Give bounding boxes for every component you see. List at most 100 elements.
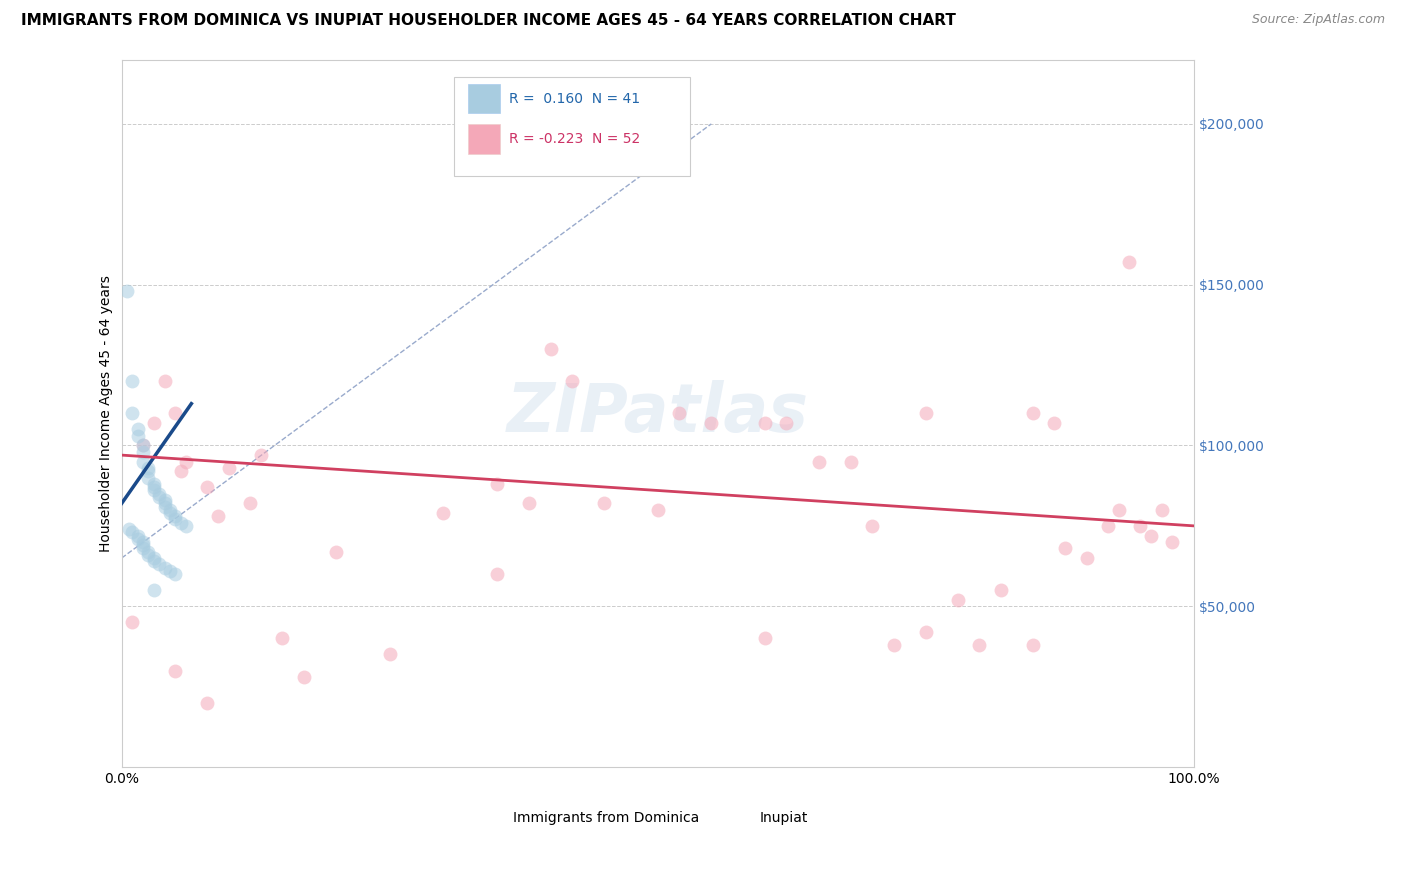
Point (668, 406, 690, 420)
Point (165, 406, 187, 420)
Point (250, 448, 273, 462)
Point (174, 519, 197, 533)
Point (432, 506, 454, 520)
Point (271, 632, 294, 646)
Point (197, 480, 219, 494)
Point (132, 541, 155, 556)
Point (292, 670, 315, 684)
Point (325, 544, 347, 558)
Point (914, 406, 936, 420)
Point (132, 538, 155, 552)
Point (142, 483, 165, 498)
Point (647, 503, 669, 517)
Point (142, 551, 165, 566)
Point (165, 664, 187, 678)
Point (775, 416, 797, 430)
Point (174, 454, 197, 468)
Point (165, 512, 187, 526)
Text: Source: ZipAtlas.com: Source: ZipAtlas.com (1251, 13, 1385, 27)
FancyBboxPatch shape (454, 78, 690, 177)
Point (1129, 519, 1152, 533)
Point (142, 477, 165, 491)
Point (860, 519, 883, 533)
FancyBboxPatch shape (723, 804, 754, 832)
Point (142, 583, 165, 598)
Point (485, 567, 508, 582)
Point (132, 445, 155, 459)
Point (1118, 255, 1140, 269)
Point (1022, 638, 1045, 652)
Text: R =  0.160  N = 41: R = 0.160 N = 41 (509, 92, 640, 105)
Point (153, 560, 176, 574)
Y-axis label: Householder Income Ages 45 - 64 years: Householder Income Ages 45 - 64 years (100, 275, 114, 552)
Point (159, 503, 181, 517)
Point (169, 464, 191, 478)
Point (969, 638, 991, 652)
Point (1054, 541, 1077, 556)
Point (132, 535, 155, 549)
Point (593, 496, 616, 510)
Point (1108, 503, 1130, 517)
Point (121, 525, 143, 540)
Point (1140, 528, 1163, 542)
Point (807, 454, 830, 468)
Point (218, 461, 240, 475)
Point (914, 624, 936, 639)
Point (207, 509, 229, 524)
Point (1150, 503, 1173, 517)
Point (165, 567, 187, 582)
FancyBboxPatch shape (475, 804, 508, 832)
Point (121, 406, 143, 420)
Point (127, 532, 149, 546)
Point (239, 496, 262, 510)
FancyBboxPatch shape (468, 84, 501, 113)
Point (165, 509, 187, 524)
Point (153, 496, 176, 510)
Point (153, 493, 176, 508)
Point (517, 496, 540, 510)
Point (138, 544, 160, 558)
Point (883, 638, 905, 652)
FancyBboxPatch shape (468, 124, 501, 153)
Point (1043, 416, 1066, 430)
Point (142, 554, 165, 568)
Point (1022, 406, 1045, 420)
Point (197, 696, 219, 710)
Point (118, 522, 141, 536)
Text: R = -0.223  N = 52: R = -0.223 N = 52 (509, 132, 640, 145)
Point (153, 500, 176, 514)
Point (990, 583, 1012, 598)
Point (1076, 551, 1098, 566)
Point (127, 422, 149, 436)
Point (138, 464, 160, 478)
Point (115, 284, 138, 298)
Point (127, 528, 149, 542)
Point (138, 548, 160, 562)
Point (754, 416, 776, 430)
Point (700, 416, 723, 430)
Point (132, 438, 155, 452)
Point (754, 632, 776, 646)
Point (148, 490, 170, 504)
Point (153, 374, 176, 388)
Point (132, 454, 155, 468)
Point (121, 615, 143, 630)
Point (378, 648, 401, 662)
Text: Inupiat: Inupiat (759, 811, 808, 825)
Point (142, 416, 165, 430)
Text: Immigrants from Dominica: Immigrants from Dominica (513, 811, 699, 825)
Point (540, 342, 562, 356)
Point (169, 516, 191, 530)
Point (159, 506, 181, 520)
Point (561, 374, 583, 388)
Point (148, 486, 170, 500)
Point (148, 558, 170, 572)
Point (159, 564, 181, 578)
Point (946, 592, 969, 607)
Text: ZIPatlas: ZIPatlas (506, 380, 808, 446)
Point (1161, 535, 1184, 549)
Point (485, 477, 508, 491)
Point (138, 461, 160, 475)
Text: IMMIGRANTS FROM DOMINICA VS INUPIAT HOUSEHOLDER INCOME AGES 45 - 64 YEARS CORREL: IMMIGRANTS FROM DOMINICA VS INUPIAT HOUS… (21, 13, 956, 29)
Point (121, 374, 143, 388)
